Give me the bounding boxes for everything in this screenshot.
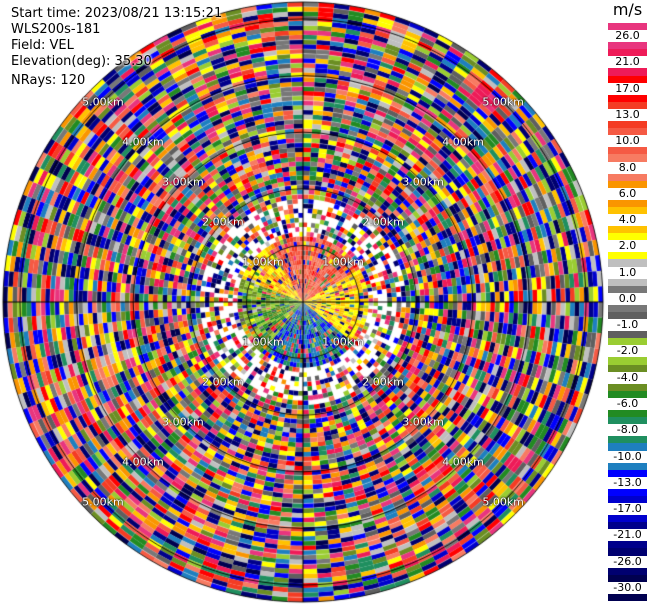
range-ring-label: 3.00km [162, 415, 204, 429]
colorbar-tick-label: -2.0 [608, 345, 647, 358]
colorbar-tick-label: -17.0 [608, 503, 647, 516]
range-ring-label: 4.00km [442, 455, 484, 469]
site-label: WLS200s-181 [11, 22, 101, 37]
colorbar-tick-label: -10.0 [608, 450, 647, 463]
header-info: Start time: 2023/08/21 13:15:21 WLS200s-… [11, 6, 222, 89]
radar-ppi-plot [0, 0, 608, 607]
colorbar-tick-label: 26.0 [608, 30, 647, 43]
range-ring-label: 5.00km [82, 95, 124, 109]
colorbar-tick-label: 8.0 [608, 161, 647, 174]
start-time-label: Start time: 2023/08/21 13:15:21 [11, 6, 223, 21]
colorbar-tick-label: 6.0 [608, 187, 647, 200]
nrays-label: NRays: 120 [11, 73, 86, 88]
colorbar-unit: m/s [612, 0, 643, 19]
colorbar-tick-label: 2.0 [608, 240, 647, 253]
colorbar-tick-label: 1.0 [608, 266, 647, 279]
colorbar-tick-label: -26.0 [608, 555, 647, 568]
range-ring-label: 4.00km [122, 135, 164, 149]
colorbar-tick-label: -13.0 [608, 476, 647, 489]
colorbar-tick-label: 4.0 [608, 214, 647, 227]
colorbar-tick-label: -4.0 [608, 371, 647, 384]
colorbar-tick-label: -6.0 [608, 397, 647, 410]
colorbar-tick-label: -8.0 [608, 424, 647, 437]
range-ring-label: 3.00km [162, 175, 204, 189]
elevation-label: Elevation(deg): 35.30 [11, 54, 152, 69]
range-ring-label: 1.00km [322, 335, 364, 349]
range-ring-label: 5.00km [482, 95, 524, 109]
range-ring-label: 3.00km [402, 415, 444, 429]
range-ring-label: 2.00km [202, 215, 244, 229]
colorbar-tick-label: 17.0 [608, 82, 647, 95]
range-ring-label: 2.00km [362, 375, 404, 389]
field-label: Field: VEL [11, 38, 74, 53]
range-ring-label: 2.00km [362, 215, 404, 229]
range-ring-label: 1.00km [242, 335, 284, 349]
range-ring-label: 3.00km [402, 175, 444, 189]
range-ring-label: 4.00km [442, 135, 484, 149]
range-ring-label: 2.00km [202, 375, 244, 389]
colorbar-tick-label: 0.0 [608, 292, 647, 305]
range-ring-label: 1.00km [242, 255, 284, 269]
range-ring-label: 5.00km [482, 495, 524, 509]
range-ring-label: 1.00km [322, 255, 364, 269]
range-ring-label: 5.00km [82, 495, 124, 509]
colorbar-tick-label: -1.0 [608, 319, 647, 332]
colorbar-tick-label: 21.0 [608, 56, 647, 69]
range-ring-label: 4.00km [122, 455, 164, 469]
colorbar-tick-label: 13.0 [608, 108, 647, 121]
colorbar-tick-label: 10.0 [608, 135, 647, 148]
colorbar-tick-label: -21.0 [608, 529, 647, 542]
colorbar: 26.0 21.0 17.0 13.0 10.0 8.0 6.0 4.0 2.0 1.0 0.0 -1… [608, 23, 647, 602]
colorbar-tick-label: -30.0 [608, 581, 647, 594]
